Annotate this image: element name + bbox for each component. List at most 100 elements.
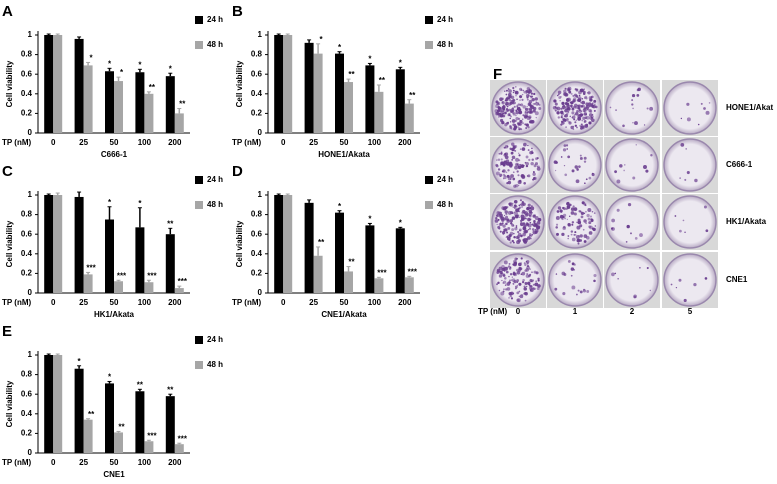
colony xyxy=(567,223,572,227)
colony xyxy=(509,121,512,123)
colony xyxy=(521,281,525,284)
bar xyxy=(135,391,145,453)
colony xyxy=(593,99,597,103)
colony xyxy=(586,105,589,107)
colony xyxy=(526,206,530,211)
colony xyxy=(577,218,581,222)
colony xyxy=(506,282,511,286)
y-tick-label: 0.6 xyxy=(21,389,33,398)
colony xyxy=(560,120,564,123)
colony xyxy=(527,236,531,240)
colony xyxy=(645,169,649,173)
x-axis-label: CNE1/Akata xyxy=(321,310,367,319)
colony xyxy=(563,207,566,211)
colony xyxy=(503,266,508,271)
colony xyxy=(563,144,567,147)
colony xyxy=(636,93,640,97)
colony xyxy=(528,108,530,110)
colony xyxy=(560,96,562,98)
colony xyxy=(624,164,626,166)
colony xyxy=(518,108,522,112)
colony xyxy=(515,287,517,290)
colony xyxy=(566,218,568,220)
colony xyxy=(518,216,520,218)
colony xyxy=(531,97,535,102)
colony xyxy=(533,177,536,180)
colony xyxy=(693,283,697,287)
colony xyxy=(684,178,687,181)
colony xyxy=(517,238,521,243)
colony xyxy=(500,222,504,226)
bar xyxy=(105,219,114,293)
colony xyxy=(525,155,529,159)
x-axis-label: C666-1 xyxy=(101,150,128,159)
colony xyxy=(574,112,579,116)
colony xyxy=(535,101,537,103)
x-prefix: TP (nM) xyxy=(232,298,262,307)
significance: ** xyxy=(137,380,144,389)
colony xyxy=(511,276,513,278)
colony xyxy=(568,203,572,207)
colony xyxy=(685,148,687,150)
bar xyxy=(274,195,284,293)
bar xyxy=(114,281,123,293)
colony xyxy=(708,102,711,104)
colony xyxy=(611,227,615,231)
x-tick-label: 100 xyxy=(138,298,152,307)
colony xyxy=(557,206,562,210)
colony xyxy=(567,237,569,240)
colony xyxy=(500,118,504,123)
colony xyxy=(578,109,582,114)
colony xyxy=(521,147,526,151)
significance: *** xyxy=(147,271,157,280)
colony xyxy=(530,235,533,238)
significance: *** xyxy=(147,431,157,440)
colony xyxy=(517,103,521,106)
colony xyxy=(593,212,596,214)
colony xyxy=(513,206,516,209)
y-tick-label: 0.8 xyxy=(21,50,33,59)
significance: *** xyxy=(86,264,96,273)
bar xyxy=(313,53,323,134)
colony xyxy=(554,102,558,106)
colony xyxy=(531,212,533,214)
significance: * xyxy=(169,64,173,73)
colony xyxy=(562,92,567,96)
colony xyxy=(566,148,568,150)
colony xyxy=(568,215,571,218)
panel-label: F xyxy=(493,66,502,83)
colony xyxy=(703,205,707,209)
colony xyxy=(517,121,522,126)
colony xyxy=(531,223,533,226)
colony xyxy=(705,110,710,115)
colony xyxy=(511,128,513,130)
colony xyxy=(527,174,531,178)
y-tick-label: 1 xyxy=(258,30,263,39)
colony xyxy=(560,113,564,117)
colony xyxy=(499,164,502,166)
colony xyxy=(583,121,586,123)
colony xyxy=(631,103,634,106)
colony xyxy=(588,231,593,235)
colony xyxy=(576,96,578,98)
colony xyxy=(588,221,592,225)
colony xyxy=(517,230,520,234)
y-tick-label: 0.8 xyxy=(251,50,263,59)
x-tick-label: 25 xyxy=(309,298,318,307)
colony xyxy=(522,202,526,206)
colony xyxy=(526,98,529,101)
colony xyxy=(516,98,518,101)
colony xyxy=(513,184,517,188)
colony xyxy=(503,288,505,290)
colony xyxy=(680,117,683,120)
colony xyxy=(506,181,509,185)
colony xyxy=(526,285,528,288)
colony xyxy=(573,212,577,216)
bar xyxy=(114,81,123,133)
colony xyxy=(532,109,536,113)
colony xyxy=(526,238,528,241)
colony xyxy=(508,162,513,167)
colony xyxy=(516,279,520,282)
colony xyxy=(617,277,619,280)
